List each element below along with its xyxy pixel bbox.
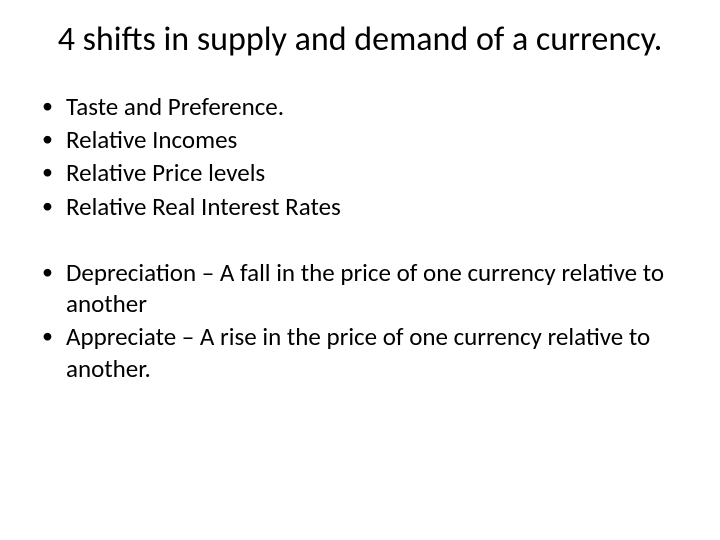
bullet-marker: •: [40, 191, 66, 222]
bullet-marker: •: [40, 157, 66, 188]
bullet-group-1: • Taste and Preference. • Relative Incom…: [40, 91, 680, 222]
list-item: • Depreciation – A fall in the price of …: [40, 257, 680, 320]
bullet-text: Depreciation – A fall in the price of on…: [66, 257, 680, 320]
bullet-group-2: • Depreciation – A fall in the price of …: [40, 257, 680, 384]
slide-content: • Taste and Preference. • Relative Incom…: [40, 91, 680, 384]
bullet-text: Relative Incomes: [66, 124, 680, 155]
bullet-marker: •: [40, 257, 66, 288]
slide-title: 4 shifts in supply and demand of a curre…: [40, 20, 680, 61]
bullet-text: Appreciate – A rise in the price of one …: [66, 321, 680, 384]
bullet-text: Relative Real Interest Rates: [66, 191, 680, 222]
list-item: • Relative Real Interest Rates: [40, 191, 680, 222]
slide-container: 4 shifts in supply and demand of a curre…: [0, 0, 720, 540]
bullet-marker: •: [40, 321, 66, 352]
bullet-text: Taste and Preference.: [66, 91, 680, 122]
bullet-text: Relative Price levels: [66, 157, 680, 188]
list-item: • Relative Incomes: [40, 124, 680, 155]
list-item: • Taste and Preference.: [40, 91, 680, 122]
list-item: • Relative Price levels: [40, 157, 680, 188]
bullet-marker: •: [40, 91, 66, 122]
list-item: • Appreciate – A rise in the price of on…: [40, 321, 680, 384]
bullet-marker: •: [40, 124, 66, 155]
